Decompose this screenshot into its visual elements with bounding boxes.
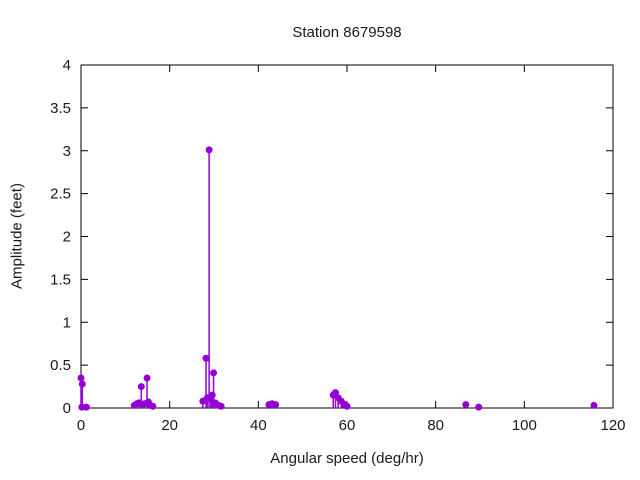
data-point [143,374,151,382]
data-point [210,369,218,377]
data-point [77,374,85,382]
y-tick-label: 3 [63,143,71,160]
data-point [82,403,90,411]
data-point [78,380,86,388]
y-tick-label: 1 [63,314,71,331]
plot-border [80,64,614,409]
data-point [475,403,483,411]
x-tick-label: 100 [512,417,537,434]
x-tick-label: 80 [427,417,444,434]
x-tick-label: 60 [339,417,356,434]
data-point [462,401,470,409]
y-tick-label: 1.5 [50,271,71,288]
data-point [205,146,213,154]
data-point [149,402,157,410]
y-tick-label: 3.5 [50,100,71,117]
y-tick-label: 4 [63,57,71,74]
data-point [137,383,145,391]
data-point [202,354,210,362]
y-tick-label: 2.5 [50,186,71,203]
y-tick-label: 2 [63,229,71,246]
data-point [590,401,598,409]
data-point [217,402,225,410]
y-axis-label: Amplitude (feet) [8,183,26,289]
y-tick-label: 0.5 [50,357,71,374]
data-point [331,389,339,397]
chart-title: Station 8679598 [292,24,402,41]
x-tick-label: 20 [161,417,178,434]
data-point [208,391,216,399]
x-tick-label: 120 [600,417,625,434]
x-tick-label: 0 [77,417,85,434]
x-axis-label: Angular speed (deg/hr) [270,450,424,467]
data-point [272,401,280,409]
data-point [343,402,351,410]
y-tick-label: 0 [63,400,71,417]
x-tick-label: 40 [250,417,267,434]
